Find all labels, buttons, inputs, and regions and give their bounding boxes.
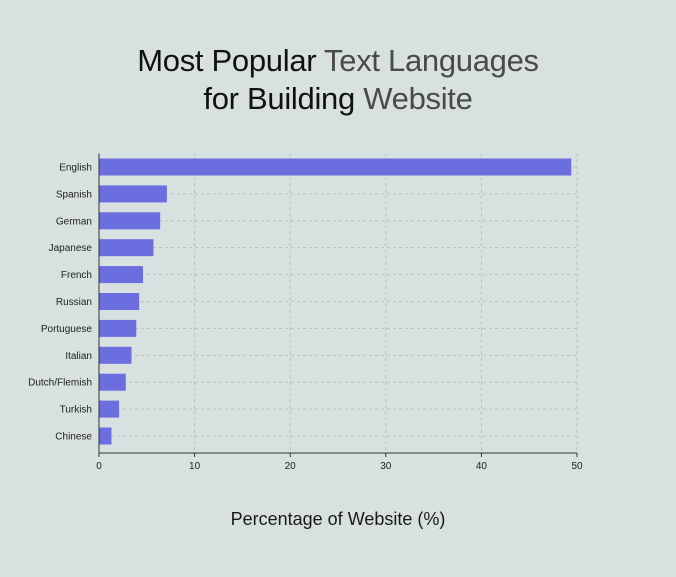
title-line-2-dark: for Building [203, 81, 364, 116]
title-line-2: for Building Website [0, 80, 676, 118]
y-tick-label: Dutch/Flemish [28, 378, 92, 389]
x-tick-label: 40 [476, 461, 488, 472]
y-tick-label: English [59, 163, 92, 174]
x-axis [98, 153, 577, 454]
x-axis-ticks: 0 10 20 30 40 50 [96, 453, 583, 472]
x-tick-label: 30 [380, 461, 392, 472]
y-tick-label: Portuguese [41, 324, 93, 335]
bar-turkish [99, 400, 120, 418]
bar-french [99, 266, 143, 284]
bar-dutch-flemish [99, 373, 126, 391]
title-line-1: Most Popular Text Languages [0, 42, 676, 80]
y-tick-label: Turkish [60, 405, 92, 416]
y-tick-label: French [61, 270, 92, 281]
x-axis-title: Percentage of Website (%) [230, 509, 446, 529]
title-line-1-dark: Most Popular [137, 43, 325, 78]
title-line-1-muted: Text Languages [324, 43, 539, 78]
y-tick-label: Chinese [55, 432, 92, 443]
bar-italian [99, 346, 132, 364]
x-tick-label: 10 [189, 461, 201, 472]
bar-english [99, 158, 572, 176]
bar-chinese [99, 427, 112, 445]
bar-portuguese [99, 319, 137, 337]
bar-spanish [99, 185, 167, 203]
y-tick-label: Japanese [49, 243, 93, 254]
chart-title: Most Popular Text Languages for Building… [0, 42, 676, 118]
y-tick-label: German [56, 216, 92, 227]
y-axis-labels: English Spanish German Japanese French Russia… [28, 163, 92, 443]
chart-grid [99, 153, 578, 453]
x-tick-label: 0 [96, 461, 102, 472]
bar-japanese [99, 239, 154, 257]
bar-german [99, 212, 161, 230]
x-tick-label: 50 [571, 461, 583, 472]
y-tick-label: Italian [65, 351, 92, 362]
y-tick-label: Spanish [56, 189, 92, 200]
bar-russian [99, 293, 140, 310]
title-line-2-muted: Website [363, 81, 473, 116]
x-tick-label: 20 [285, 461, 297, 472]
chart-bars [99, 158, 572, 445]
y-tick-label: Russian [56, 297, 92, 308]
